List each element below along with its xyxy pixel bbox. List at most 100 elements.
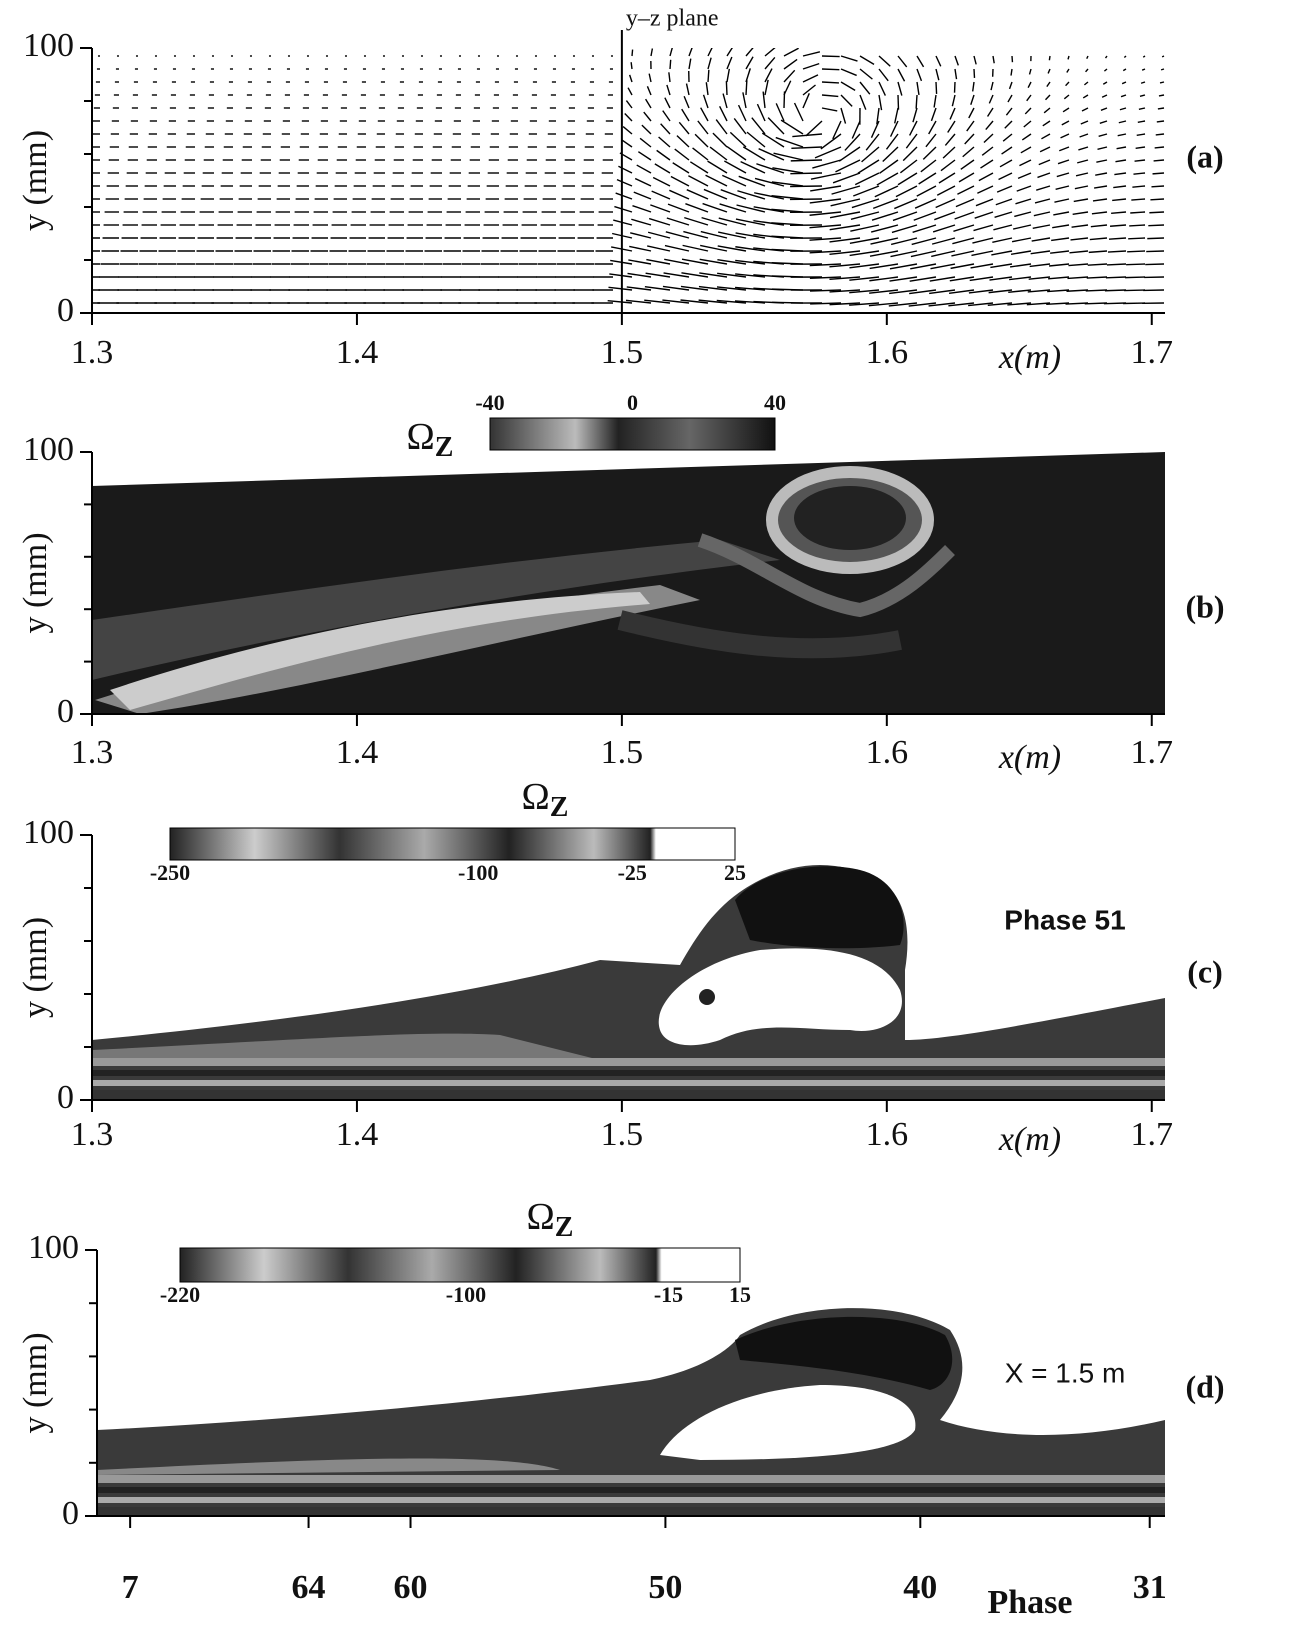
vector-arrow	[1096, 159, 1108, 163]
vector-arrow	[683, 95, 690, 109]
vector-arrow	[790, 172, 823, 175]
vector-arrow	[753, 233, 785, 239]
vector-arrow	[764, 68, 773, 83]
vector-arrow	[726, 56, 733, 70]
vector-arrow	[954, 68, 958, 80]
vector-arrow	[701, 216, 728, 226]
vector-arrow	[975, 198, 994, 207]
vector-arrow	[859, 94, 867, 110]
vector-arrow	[1105, 276, 1127, 279]
vector-arrow	[1028, 68, 1032, 75]
colorbar-tick-label: 15	[729, 1282, 751, 1307]
vector-arrow	[1046, 302, 1070, 306]
vector-arrow	[745, 80, 748, 96]
vector-arrow	[1061, 120, 1070, 126]
colorbar-tick-label: -250	[150, 860, 190, 885]
vector-arrow	[809, 224, 842, 229]
vector-arrow	[664, 97, 671, 109]
vector-arrow	[1032, 224, 1051, 230]
vector-arrow	[1059, 146, 1070, 152]
vector-arrow	[972, 237, 994, 244]
vector-arrow	[654, 163, 671, 174]
vector-arrow	[994, 211, 1013, 218]
vector-arrow	[1123, 55, 1127, 59]
vector-arrow	[1014, 211, 1032, 218]
vector-arrow	[889, 276, 918, 282]
vector-arrow	[648, 217, 671, 226]
vector-arrow	[865, 133, 880, 151]
vector-arrow	[1026, 94, 1032, 102]
vector-arrow	[1015, 198, 1032, 205]
vector-arrow	[840, 55, 858, 62]
vector-arrow	[925, 133, 937, 148]
vector-arrow	[1092, 198, 1108, 202]
vector-arrow	[651, 190, 671, 200]
vector-arrow	[735, 259, 766, 265]
vector-arrow	[832, 120, 842, 140]
vector-arrow	[783, 69, 796, 83]
vector-arrow	[1079, 133, 1089, 138]
vector-arrow	[670, 175, 690, 187]
vector-arrow	[1083, 81, 1089, 86]
vector-arrow	[1068, 263, 1089, 267]
vector-arrow	[719, 106, 728, 122]
vector-arrow	[1012, 224, 1032, 230]
vector-arrow	[868, 302, 899, 307]
vector-arrow	[1056, 172, 1070, 178]
contour-field	[97, 1308, 1165, 1516]
contour-field	[92, 865, 1165, 1100]
vector-arrow	[712, 132, 728, 148]
panel-label: (a)	[1186, 138, 1223, 174]
vector-arrow	[970, 263, 994, 269]
vector-arrow	[1008, 81, 1013, 90]
vector-arrow	[1107, 250, 1127, 253]
vector-arrow	[990, 263, 1013, 269]
vector-arrow	[756, 163, 785, 174]
vector-arrow	[735, 273, 766, 278]
vector-arrow	[890, 250, 918, 258]
vector-arrow	[1037, 172, 1051, 179]
x-tick-label: 1.7	[1131, 734, 1174, 771]
vector-arrow	[1097, 146, 1108, 150]
colorbar-title-subscript: Z	[555, 1212, 574, 1243]
vector-arrow	[981, 146, 994, 156]
vector-arrow	[829, 276, 861, 281]
colorbar-tick-label: 25	[724, 860, 746, 885]
vector-arrow	[698, 299, 728, 304]
vector-arrow	[629, 245, 652, 252]
vector-arrow	[773, 152, 804, 161]
vector-arrow	[954, 211, 975, 220]
vector-arrow	[955, 198, 975, 208]
vector-arrow	[829, 263, 861, 268]
vector-arrow	[1088, 250, 1108, 254]
x-tick-label: 40	[903, 1569, 937, 1606]
vector-arrow	[948, 302, 975, 307]
vector-arrow	[793, 102, 804, 122]
vector-arrow	[628, 259, 652, 265]
vector-arrow	[1074, 185, 1089, 190]
vector-arrow	[1067, 55, 1070, 60]
vector-arrow	[775, 136, 804, 148]
y-axis-label: y (mm)	[17, 1332, 54, 1433]
vector-arrow	[851, 198, 880, 209]
vector-arrow	[1030, 250, 1051, 255]
vector-arrow	[745, 56, 754, 70]
vector-arrow	[756, 103, 766, 122]
vector-arrow	[897, 172, 918, 186]
vector-arrow	[753, 219, 785, 226]
vector-arrow	[809, 263, 842, 267]
vector-arrow	[850, 211, 880, 220]
vector-arrow	[849, 250, 880, 257]
vector-arrow	[889, 120, 899, 137]
vector-arrow	[717, 245, 747, 252]
vector-arrow	[1104, 289, 1127, 292]
vector-arrow	[1104, 55, 1108, 59]
vector-arrow	[692, 147, 709, 161]
vector-arrow	[1047, 68, 1051, 74]
panel-label: (c)	[1187, 953, 1223, 989]
vector-arrow	[1001, 146, 1013, 155]
vector-arrow	[1160, 68, 1165, 71]
vector-arrow	[641, 124, 652, 135]
vector-arrow	[681, 258, 709, 265]
vector-arrow	[688, 175, 709, 187]
